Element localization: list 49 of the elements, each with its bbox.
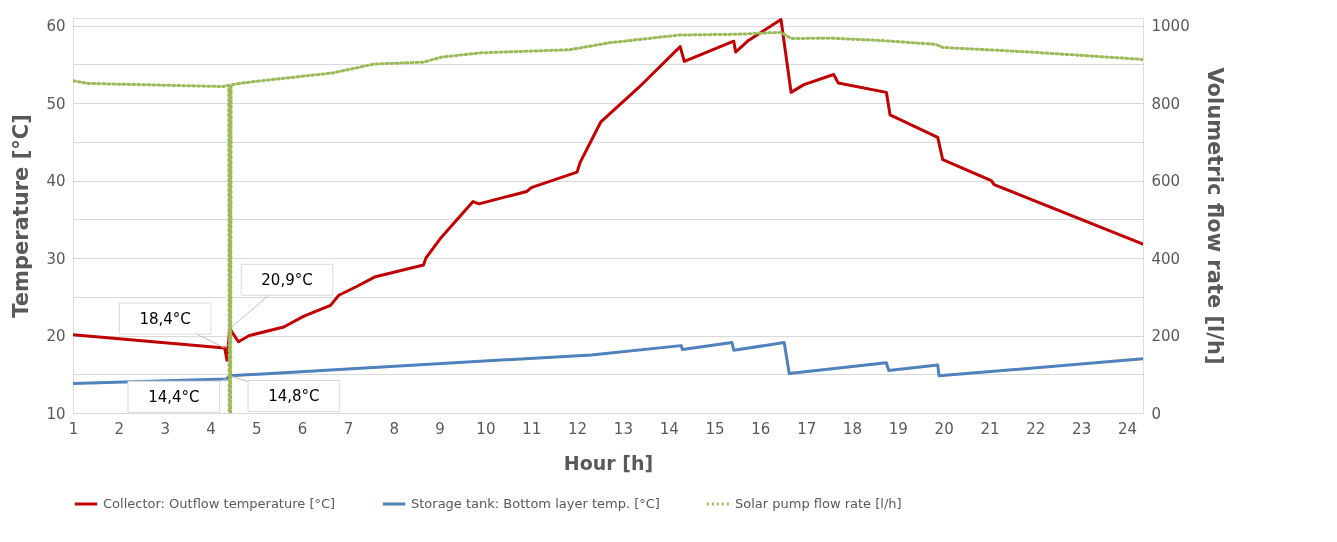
x-tick-label: 8 <box>389 419 400 438</box>
x-tick-label: 3 <box>160 419 170 438</box>
x-tick-label: 6 <box>297 419 308 438</box>
legend-label: Solar pump flow rate [l/h] <box>735 496 902 511</box>
y-tick-label: 20 <box>46 327 66 346</box>
annotation: 14,4°C <box>148 387 200 406</box>
legend-label: Storage tank: Bottom layer temp. [°C] <box>411 496 660 511</box>
y2-tick-label: 0 <box>1151 404 1162 423</box>
x-tick-label: 1 <box>68 419 79 438</box>
x-tick-label: 5 <box>252 419 262 438</box>
line-series <box>73 18 1143 362</box>
y2-tick-label: 1000 <box>1151 17 1190 36</box>
x-tick-label: 22 <box>1026 419 1046 438</box>
x-tick-label: 19 <box>888 419 908 438</box>
y2-tick-label: 800 <box>1151 94 1181 113</box>
line-series <box>73 341 1143 386</box>
annotation: 20,9°C <box>261 270 313 289</box>
x-tick-label: 18 <box>842 419 863 438</box>
annotation: 18,4°C <box>139 309 191 328</box>
y-tick-label: 10 <box>46 404 66 423</box>
legend-label: Collector: Outflow temperature [°C] <box>103 496 336 511</box>
x-tick-label: 14 <box>659 419 679 438</box>
y2-tick-label: 200 <box>1151 327 1181 346</box>
y-tick-label: 40 <box>46 172 66 191</box>
x-tick-label: 21 <box>980 419 1000 438</box>
x-tick-label: 24 <box>1117 419 1138 438</box>
y-tick-label: 60 <box>46 17 66 36</box>
x-tick-label: 13 <box>613 419 633 438</box>
x-tick-label: 10 <box>476 419 496 438</box>
x-tick-label: 9 <box>435 419 445 438</box>
x-tick-label: 20 <box>934 419 954 438</box>
y-tick-label: 30 <box>46 249 66 268</box>
x-tick-label: 16 <box>751 419 771 438</box>
y-tick-label: 50 <box>46 94 66 113</box>
x-tick-label: 12 <box>568 419 588 438</box>
x-tick-label: 4 <box>206 419 216 438</box>
y2-tick-label: 400 <box>1151 249 1181 268</box>
y2-tick-label: 600 <box>1151 172 1181 191</box>
y2-axis-title: Volumetric flow rate [l/h] <box>1202 67 1227 365</box>
line-series <box>73 30 1143 413</box>
x-tick-label: 7 <box>343 419 354 438</box>
x-axis-title: Hour [h] <box>563 451 654 474</box>
x-tick-label: 2 <box>114 419 125 438</box>
x-tick-label: 11 <box>522 419 542 438</box>
x-tick-label: 23 <box>1072 419 1092 438</box>
annotation: 14,8°C <box>268 386 320 405</box>
y-axis-title: Temperature [°C] <box>9 114 34 318</box>
x-tick-label: 17 <box>797 419 817 438</box>
x-tick-label: 15 <box>705 419 725 438</box>
